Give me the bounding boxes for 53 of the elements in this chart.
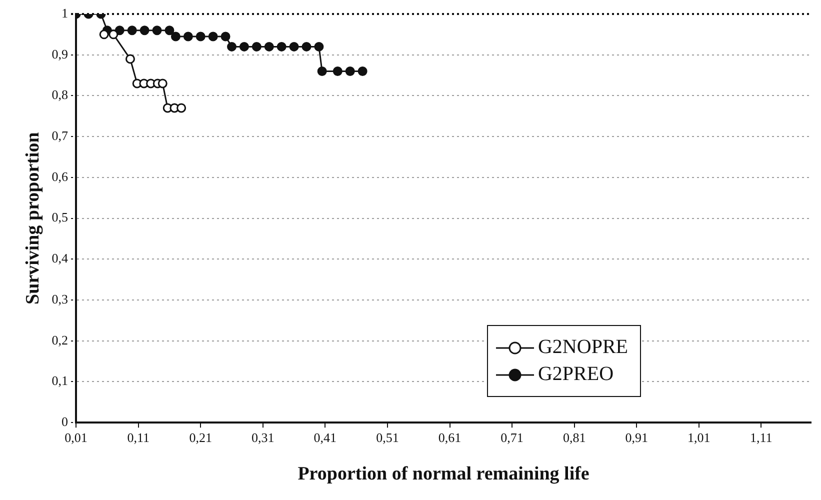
point bbox=[264, 42, 274, 52]
point bbox=[332, 66, 342, 76]
y-axis-title: Surviving proportion bbox=[22, 132, 44, 304]
point bbox=[125, 54, 135, 64]
x-tick-label: 0,01 bbox=[64, 430, 88, 445]
point bbox=[152, 26, 162, 36]
point bbox=[276, 42, 286, 52]
point bbox=[164, 26, 174, 36]
x-tick-label: 0,51 bbox=[376, 430, 399, 445]
y-tick-label: 0,7 bbox=[52, 128, 69, 143]
x-axis-title: Proportion of normal remaining life bbox=[298, 464, 590, 485]
point bbox=[239, 42, 249, 52]
x-tick-label: 0,61 bbox=[438, 430, 462, 445]
x-tick-label: 0,11 bbox=[127, 430, 150, 445]
point bbox=[289, 42, 299, 52]
point bbox=[208, 32, 218, 42]
legend-label: G2NOPRE bbox=[538, 336, 628, 359]
x-tick-label: 0,91 bbox=[625, 430, 648, 445]
x-tick-label: 0,71 bbox=[500, 430, 524, 445]
point bbox=[170, 32, 180, 42]
point bbox=[196, 32, 206, 42]
point bbox=[317, 66, 327, 76]
y-tick-label: 0,2 bbox=[52, 332, 68, 348]
point bbox=[358, 66, 368, 76]
point bbox=[302, 42, 312, 52]
x-tick-label: 1,01 bbox=[688, 430, 710, 445]
point bbox=[345, 66, 355, 76]
point bbox=[314, 42, 324, 52]
legend-label: G2PREO bbox=[538, 363, 614, 386]
point bbox=[158, 78, 168, 88]
point bbox=[140, 26, 150, 36]
y-tick-label: 0,8 bbox=[52, 87, 68, 102]
x-tick-label: 0,41 bbox=[314, 430, 337, 445]
point bbox=[220, 32, 230, 42]
y-tick-label: 1 bbox=[62, 5, 68, 20]
x-tick-label: 1,11 bbox=[750, 430, 772, 445]
point bbox=[252, 42, 262, 52]
y-tick-label: 0,5 bbox=[52, 210, 68, 225]
point bbox=[176, 103, 186, 113]
y-tick-label: 0,3 bbox=[52, 291, 68, 306]
x-tick-label: 0,81 bbox=[562, 430, 586, 445]
x-tick-label: 0,21 bbox=[189, 430, 212, 445]
y-tick-label: 0,1 bbox=[52, 373, 68, 388]
point bbox=[183, 32, 193, 42]
y-tick-label: 0,6 bbox=[52, 168, 69, 184]
y-tick-label: 0 bbox=[62, 414, 68, 430]
point bbox=[99, 30, 109, 40]
point bbox=[227, 42, 237, 52]
y-tick-label: 0,4 bbox=[52, 250, 69, 266]
x-tick-label: 0,31 bbox=[252, 430, 274, 445]
y-tick-label: 0,9 bbox=[52, 46, 68, 62]
point bbox=[127, 26, 137, 36]
point bbox=[108, 30, 118, 40]
